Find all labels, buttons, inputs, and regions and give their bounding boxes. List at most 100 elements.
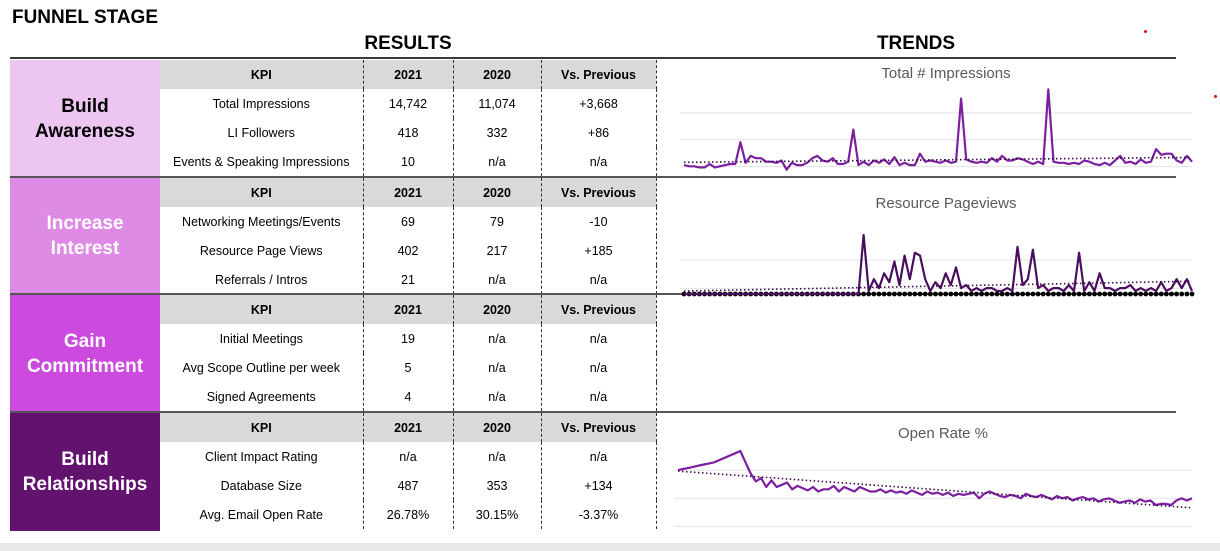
year-2021-column-header: 2021 xyxy=(363,413,454,442)
kpi-row: Initial Meetings 19 n/a n/a xyxy=(160,324,657,353)
vs-previous-column-header: Vs. Previous xyxy=(541,295,657,324)
vs-previous-value: +134 xyxy=(541,471,657,500)
value-2020: n/a xyxy=(453,382,542,411)
kpi-table-stage-1: KPI 2021 2020 Vs. Previous Total Impressions… xyxy=(160,60,657,176)
trendline xyxy=(677,470,1193,509)
vs-previous-value: -10 xyxy=(541,207,657,236)
value-2021: 26.78% xyxy=(363,500,454,529)
red-marker xyxy=(1214,95,1217,98)
stage-separator xyxy=(10,176,1176,178)
red-marker xyxy=(1144,30,1147,33)
kpi-table-header-row: KPI 2021 2020 Vs. Previous xyxy=(160,413,657,442)
vs-previous-value: n/a xyxy=(541,324,657,353)
data-point xyxy=(1179,291,1185,297)
kpi-row: Referrals / Intros 21 n/a n/a xyxy=(160,265,657,294)
trendline xyxy=(683,156,1193,164)
vs-previous-column-header: Vs. Previous xyxy=(541,60,657,89)
year-2020-column-header: 2020 xyxy=(453,413,542,442)
chart-title: Total # Impressions xyxy=(881,65,1010,82)
vs-previous-value: -3.37% xyxy=(541,500,657,529)
chart-title: Open Rate % xyxy=(898,425,988,442)
kpi-name: Avg. Email Open Rate xyxy=(160,500,364,529)
kpi-name: Events & Speaking Impressions xyxy=(160,147,364,176)
kpi-table-header-row: KPI 2021 2020 Vs. Previous xyxy=(160,295,657,324)
funnel-stage-header: FUNNEL STAGE xyxy=(11,7,159,28)
year-2020-column-header: 2020 xyxy=(453,60,542,89)
value-2021: 5 xyxy=(363,353,454,382)
value-2020: 332 xyxy=(453,118,542,147)
kpi-row: Signed Agreements 4 n/a n/a xyxy=(160,382,657,411)
year-2020-column-header: 2020 xyxy=(453,295,542,324)
value-2021: 19 xyxy=(363,324,454,353)
year-2020-column-header: 2020 xyxy=(453,178,542,207)
vs-previous-column-header: Vs. Previous xyxy=(541,178,657,207)
kpi-row: LI Followers 418 332 +86 xyxy=(160,118,657,147)
kpi-row: Database Size 487 353 +134 xyxy=(160,471,657,500)
chart-title: Resource Pageviews xyxy=(876,195,1017,212)
value-2021: 402 xyxy=(363,236,454,265)
kpi-column-header: KPI xyxy=(160,60,364,89)
kpi-row: Events & Speaking Impressions 10 n/a n/a xyxy=(160,147,657,176)
value-2021: 21 xyxy=(363,265,454,294)
vs-previous-column-header: Vs. Previous xyxy=(541,413,657,442)
trends-header: TRENDS xyxy=(876,33,956,54)
vs-previous-value: n/a xyxy=(541,442,657,471)
kpi-row: Networking Meetings/Events 69 79 -10 xyxy=(160,207,657,236)
value-2021: 69 xyxy=(363,207,454,236)
vs-previous-value: +86 xyxy=(541,118,657,147)
value-2020: n/a xyxy=(453,353,542,382)
kpi-row: Avg. Email Open Rate 26.78% 30.15% -3.37% xyxy=(160,500,657,529)
data-series-line xyxy=(677,449,1193,507)
data-point xyxy=(1189,291,1195,297)
kpi-name: Avg Scope Outline per week xyxy=(160,353,364,382)
results-header: RESULTS xyxy=(364,33,452,54)
value-2021: 487 xyxy=(363,471,454,500)
kpi-table-header-row: KPI 2021 2020 Vs. Previous xyxy=(160,60,657,89)
value-2020: n/a xyxy=(453,147,542,176)
bottom-scroll-area xyxy=(0,543,1220,551)
kpi-row: Resource Page Views 402 217 +185 xyxy=(160,236,657,265)
kpi-name: LI Followers xyxy=(160,118,364,147)
stage-separator xyxy=(10,293,1176,295)
kpi-table-stage-4: KPI 2021 2020 Vs. Previous Client Impact Rat… xyxy=(160,413,657,529)
kpi-table-stage-3: KPI 2021 2020 Vs. Previous Initial Meetings 1… xyxy=(160,295,657,411)
vs-previous-value: +3,668 xyxy=(541,89,657,118)
year-2021-column-header: 2021 xyxy=(363,178,454,207)
value-2020: 79 xyxy=(453,207,542,236)
value-2020: n/a xyxy=(453,324,542,353)
year-2021-column-header: 2021 xyxy=(363,60,454,89)
kpi-column-header: KPI xyxy=(160,413,364,442)
kpi-row: Avg Scope Outline per week 5 n/a n/a xyxy=(160,353,657,382)
data-series-line xyxy=(683,88,1193,171)
stage-3-label: Gain Commitment xyxy=(10,295,160,412)
kpi-name: Database Size xyxy=(160,471,364,500)
kpi-name: Signed Agreements xyxy=(160,382,364,411)
kpi-table-header-row: KPI 2021 2020 Vs. Previous xyxy=(160,178,657,207)
kpi-name: Total Impressions xyxy=(160,89,364,118)
kpi-name: Referrals / Intros xyxy=(160,265,364,294)
stage-2-label: Increase Interest xyxy=(10,178,160,294)
vs-previous-value: n/a xyxy=(541,147,657,176)
data-point xyxy=(1184,291,1190,297)
kpi-name: Networking Meetings/Events xyxy=(160,207,364,236)
value-2020: n/a xyxy=(453,265,542,294)
trendline xyxy=(683,280,1193,292)
stage-4-label: Build Relationships xyxy=(10,413,160,531)
stage-separator xyxy=(10,411,1176,413)
vs-previous-value: n/a xyxy=(541,353,657,382)
year-2021-column-header: 2021 xyxy=(363,295,454,324)
value-2021: 14,742 xyxy=(363,89,454,118)
value-2020: n/a xyxy=(453,442,542,471)
value-2020: 217 xyxy=(453,236,542,265)
kpi-name: Resource Page Views xyxy=(160,236,364,265)
value-2020: 30.15% xyxy=(453,500,542,529)
value-2021: n/a xyxy=(363,442,454,471)
kpi-name: Client Impact Rating xyxy=(160,442,364,471)
value-2021: 4 xyxy=(363,382,454,411)
data-series-line xyxy=(684,233,1194,296)
value-2020: 353 xyxy=(453,471,542,500)
kpi-column-header: KPI xyxy=(160,295,364,324)
kpi-row: Total Impressions 14,742 11,074 +3,668 xyxy=(160,89,657,118)
vs-previous-value: +185 xyxy=(541,236,657,265)
kpi-table-stage-2: KPI 2021 2020 Vs. Previous Networking Meetin… xyxy=(160,178,657,294)
